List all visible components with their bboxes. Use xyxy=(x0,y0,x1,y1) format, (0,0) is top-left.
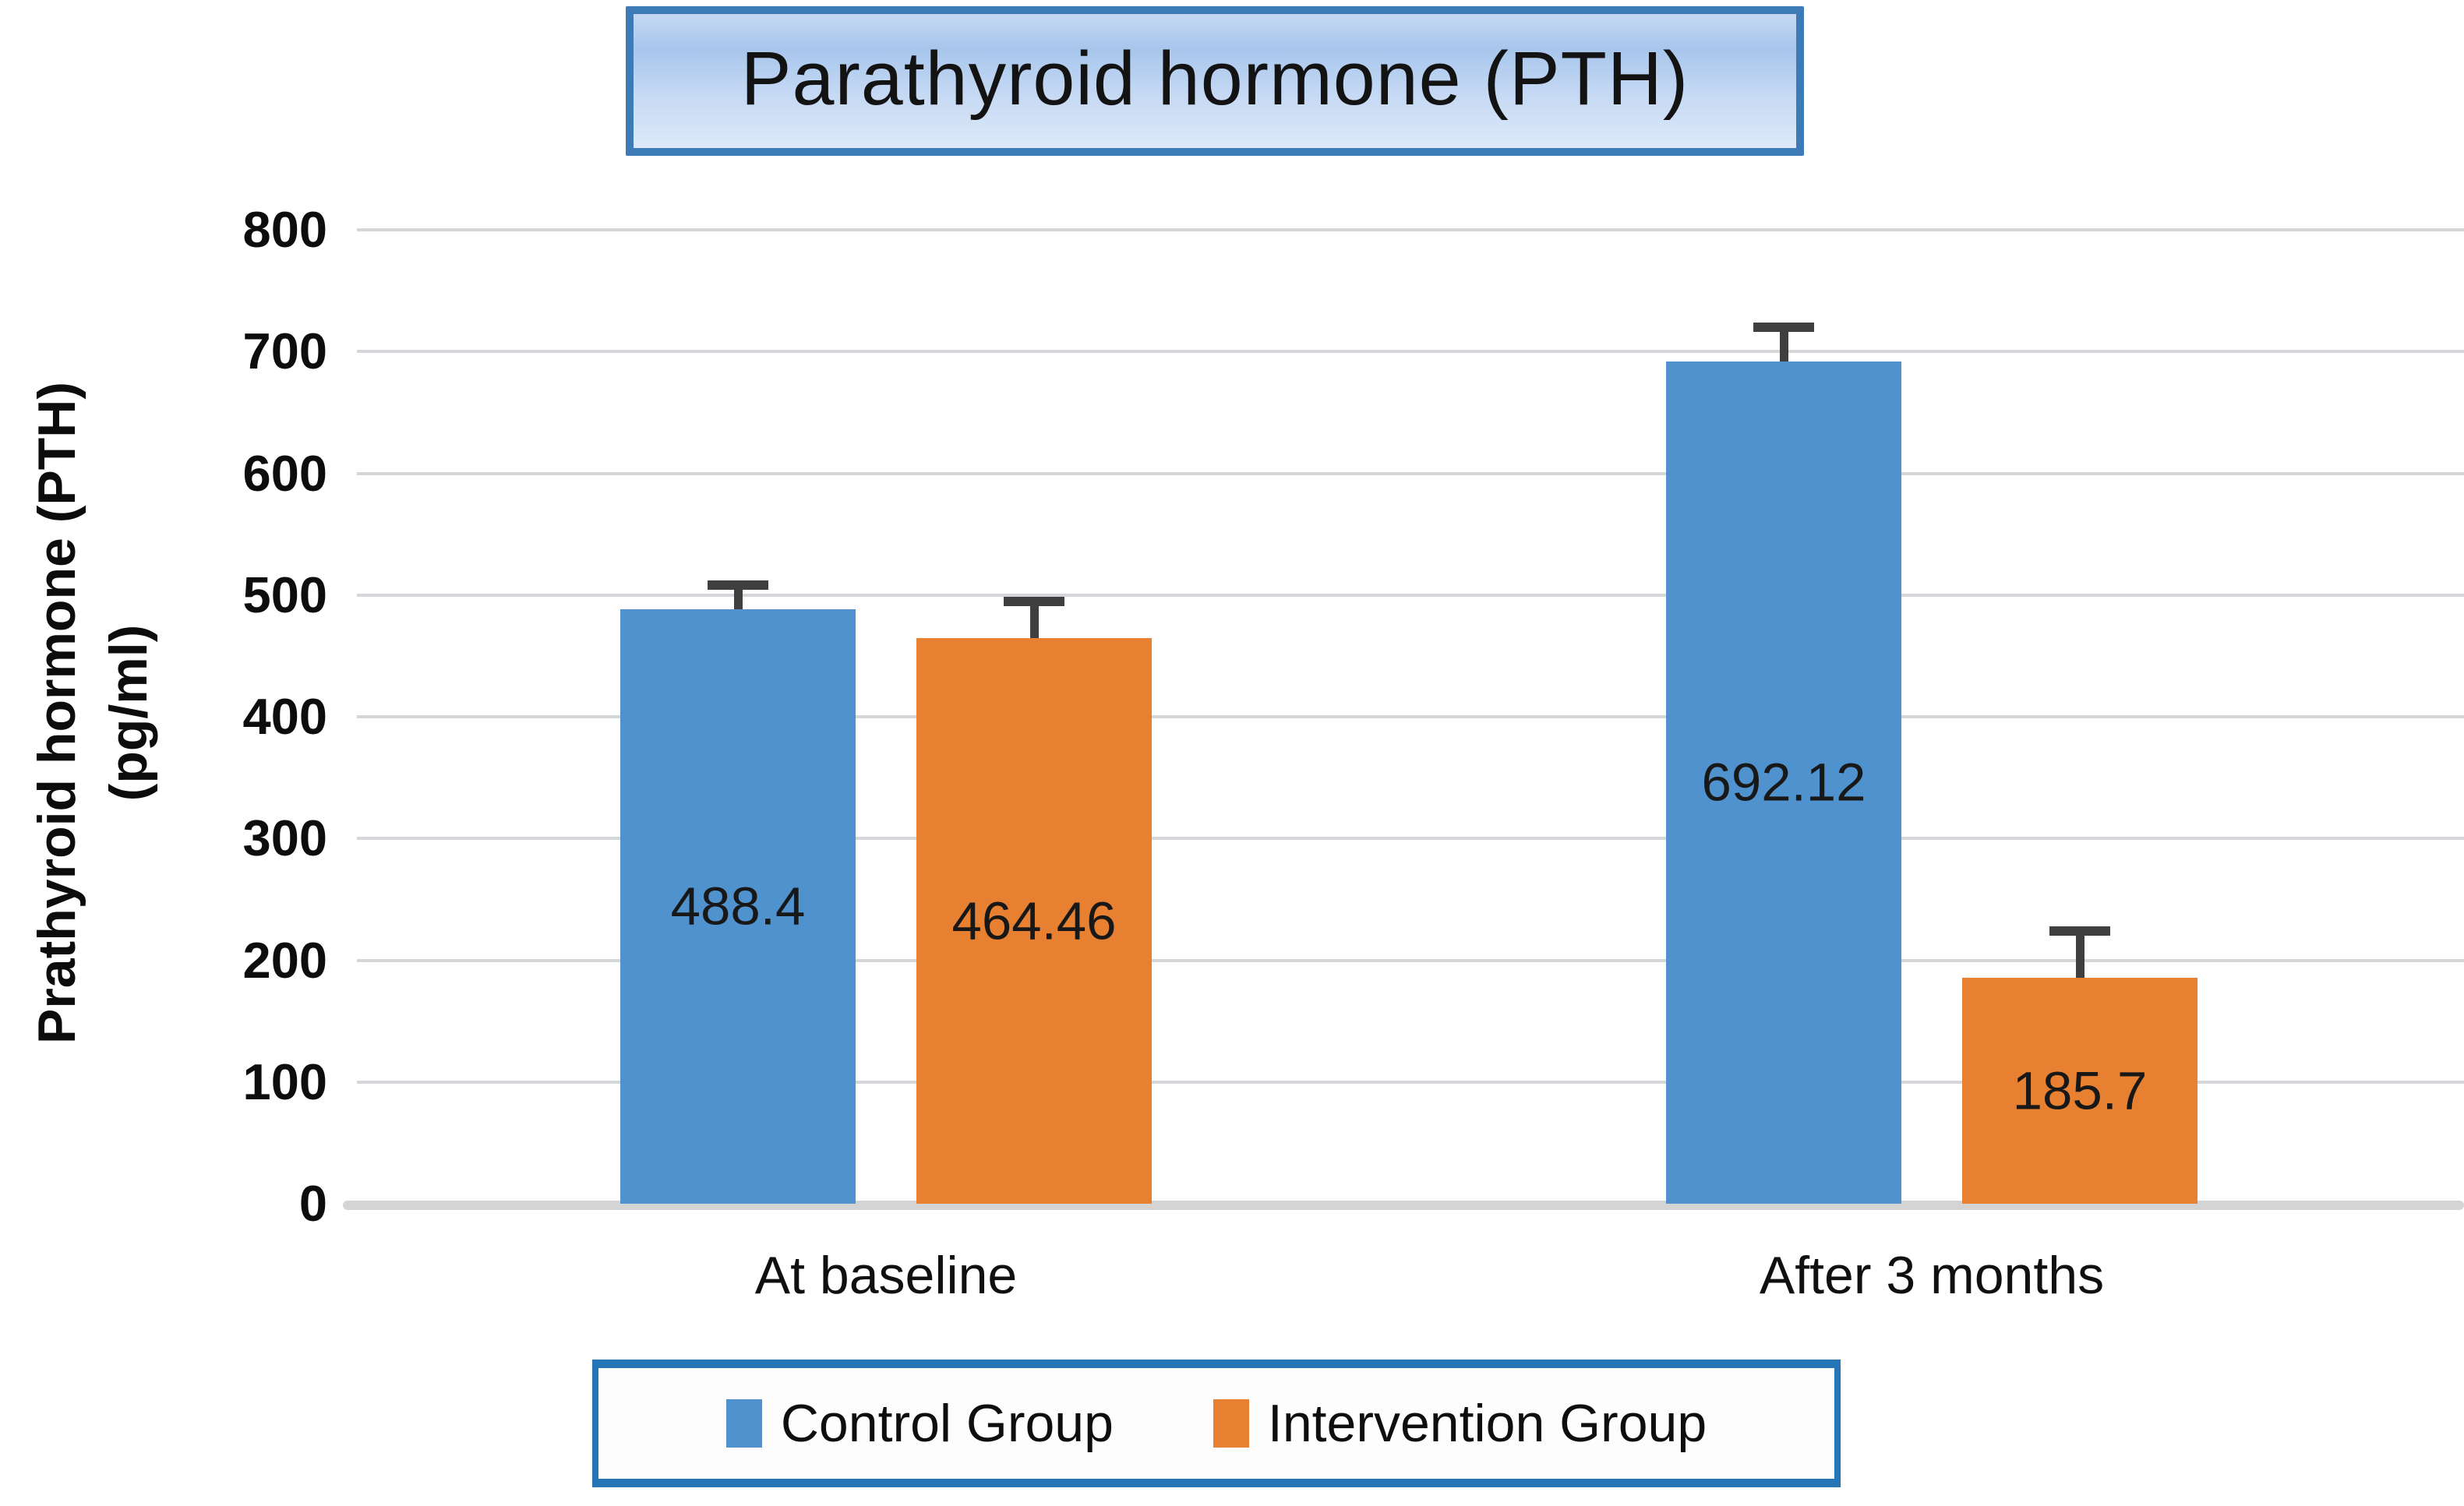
error-bar-whisker-intervention-group-after-3-months xyxy=(2076,931,2085,978)
error-bar-whisker-intervention-group-at-baseline xyxy=(1030,601,1039,639)
gridline-200 xyxy=(357,958,2464,962)
bar-value-label-control-group-at-baseline: 488.4 xyxy=(670,876,806,936)
y-tick-label-100: 100 xyxy=(242,1053,327,1110)
bar-intervention-group-at-baseline xyxy=(916,638,1152,1204)
gridline-600 xyxy=(357,471,2464,475)
y-tick-label-200: 200 xyxy=(242,931,327,989)
legend-swatch xyxy=(1213,1399,1249,1448)
error-bar-cap-intervention-group-at-baseline xyxy=(1004,597,1064,607)
y-tick-label-700: 700 xyxy=(242,323,327,380)
bar-value-label-control-group-after-3-months: 692.12 xyxy=(1701,752,1866,813)
x-axis-line xyxy=(343,1201,2464,1210)
y-tick-label-500: 500 xyxy=(242,566,327,623)
y-tick-label-0: 0 xyxy=(298,1175,327,1232)
gridline-800 xyxy=(357,228,2464,231)
category-label-0: At baseline xyxy=(754,1246,1018,1305)
gridline-400 xyxy=(357,715,2464,718)
legend-label: Control Group xyxy=(780,1394,1114,1453)
error-bar-cap-intervention-group-after-3-months xyxy=(2049,926,2110,936)
legend-label: Intervention Group xyxy=(1267,1394,1707,1453)
gridline-700 xyxy=(357,350,2464,354)
gridline-300 xyxy=(357,837,2464,841)
bar-value-label-intervention-group-at-baseline: 464.46 xyxy=(951,891,1117,951)
y-axis-title-line1: Prathyroid hormone (PTH) xyxy=(27,381,86,1045)
legend-swatch xyxy=(725,1399,762,1448)
y-tick-label-800: 800 xyxy=(242,201,327,258)
chart-title: Parathyroid hormone (PTH) xyxy=(740,35,1689,121)
legend-item-control-group: Control Group xyxy=(725,1393,1114,1454)
chart-title-box: Parathyroid hormone (PTH) xyxy=(626,6,1804,156)
gridline-100 xyxy=(357,1080,2464,1084)
error-bar-whisker-control-group-at-baseline xyxy=(734,584,743,609)
bar-control-group-at-baseline xyxy=(620,608,856,1204)
error-bar-cap-control-group-at-baseline xyxy=(708,580,768,590)
y-tick-label-600: 600 xyxy=(242,444,327,502)
bar-control-group-after-3-months xyxy=(1666,361,1901,1204)
error-bar-whisker-control-group-after-3-months xyxy=(1780,326,1788,362)
y-tick-label-300: 300 xyxy=(242,809,327,867)
error-bar-cap-control-group-after-3-months xyxy=(1753,322,1814,332)
bar-intervention-group-after-3-months xyxy=(1962,977,2197,1204)
category-label-1: After 3 months xyxy=(1759,1246,2105,1305)
legend: Control Group Intervention Group xyxy=(592,1360,1841,1487)
gridline-500 xyxy=(357,593,2464,597)
y-tick-label-400: 400 xyxy=(242,688,327,745)
bar-value-label-intervention-group-after-3-months: 185.7 xyxy=(2012,1060,2148,1121)
legend-item-intervention-group: Intervention Group xyxy=(1213,1393,1707,1454)
